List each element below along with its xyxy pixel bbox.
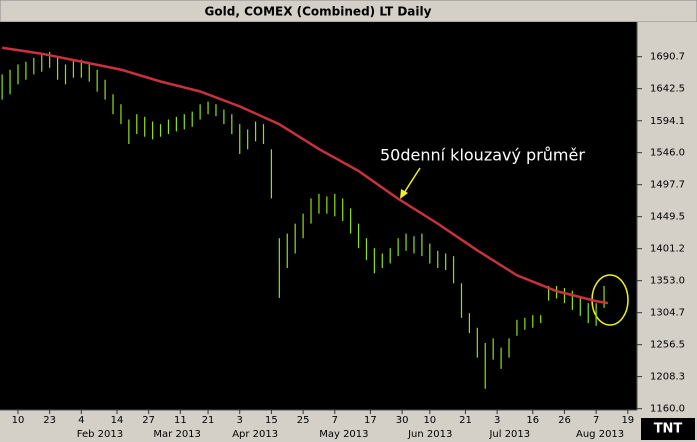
logo-box bbox=[641, 418, 695, 440]
x-tick-label: 23 bbox=[43, 415, 56, 426]
x-tick-label: 14 bbox=[111, 415, 124, 426]
x-tick-label: 10 bbox=[12, 415, 25, 426]
month-label: Mar 2013 bbox=[153, 429, 201, 440]
y-tick-label: 1160.0 bbox=[650, 404, 685, 415]
logo: TNT bbox=[654, 422, 683, 437]
x-tick-label: 19 bbox=[621, 415, 634, 426]
x-tick-label: 11 bbox=[174, 415, 187, 426]
arrow-head bbox=[400, 189, 408, 199]
x-tick-label: 7 bbox=[593, 415, 599, 426]
y-tick-label: 1546.0 bbox=[650, 148, 685, 159]
month-label: Jul 2013 bbox=[488, 429, 530, 440]
y-tick-label: 1497.7 bbox=[650, 180, 685, 191]
x-axis-area bbox=[0, 410, 697, 442]
y-tick-label: 1208.3 bbox=[650, 372, 685, 383]
month-label: May 2013 bbox=[319, 429, 368, 440]
x-tick-label: 17 bbox=[364, 415, 377, 426]
y-tick-label: 1690.7 bbox=[650, 52, 685, 63]
month-label: Aug 2013 bbox=[576, 429, 624, 440]
x-tick-label: 15 bbox=[265, 415, 278, 426]
plot-area bbox=[0, 22, 637, 410]
y-tick-label: 1353.0 bbox=[650, 276, 685, 287]
y-tick-label: 1594.1 bbox=[650, 116, 685, 127]
chart-title: Gold, COMEX (Combined) LT Daily bbox=[205, 5, 432, 19]
month-label: Apr 2013 bbox=[232, 429, 278, 440]
x-tick-label: 4 bbox=[78, 415, 84, 426]
x-tick-label: 21 bbox=[202, 415, 215, 426]
x-tick-label: 26 bbox=[558, 415, 571, 426]
month-label: Feb 2013 bbox=[77, 429, 123, 440]
annotation: 50denní klouzavý průměr bbox=[380, 146, 585, 165]
y-tick-label: 1449.5 bbox=[650, 212, 685, 223]
x-tick-label: 3 bbox=[494, 415, 500, 426]
x-tick-label: 25 bbox=[297, 415, 310, 426]
x-tick-label: 30 bbox=[396, 415, 409, 426]
moving-average bbox=[1, 46, 609, 305]
y-tick-label: 1642.5 bbox=[650, 84, 685, 95]
y-tick-label: 1304.7 bbox=[650, 308, 685, 319]
month-label: Jun 2013 bbox=[407, 429, 452, 440]
y-tick-label: 1256.5 bbox=[650, 340, 685, 351]
annotation-arrow bbox=[403, 167, 421, 194]
x-tick-label: 10 bbox=[423, 415, 436, 426]
y-axis-area bbox=[637, 22, 697, 410]
x-tick-label: 7 bbox=[332, 415, 338, 426]
x-tick-label: 27 bbox=[142, 415, 155, 426]
x-tick-label: 3 bbox=[237, 415, 243, 426]
x-tick-label: 16 bbox=[526, 415, 539, 426]
y-tick-label: 1401.2 bbox=[650, 244, 685, 255]
x-tick-label: 21 bbox=[459, 415, 472, 426]
